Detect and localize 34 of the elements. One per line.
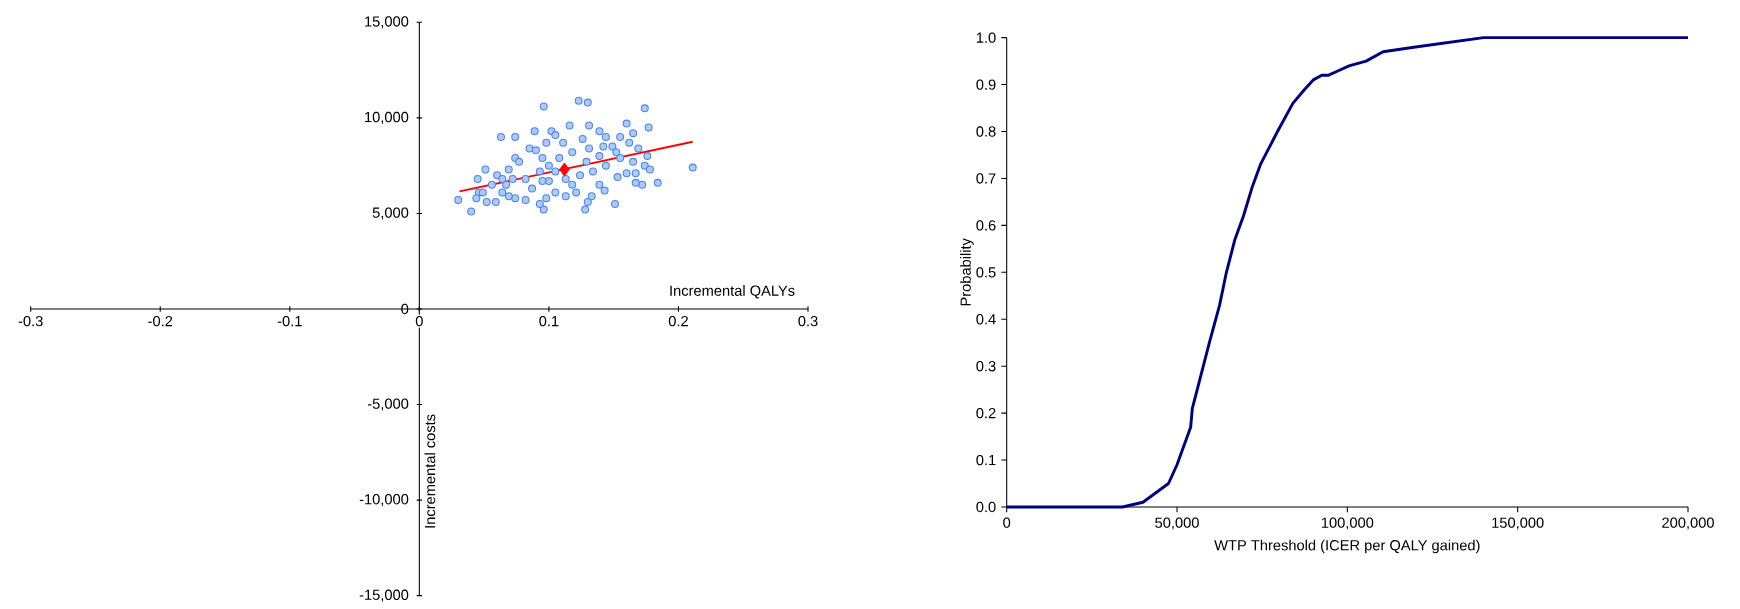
x-tick-label: 0 — [1003, 517, 1011, 528]
y-tick-label: 0.3 — [976, 361, 996, 372]
y-tick-label: -5,000 — [367, 398, 409, 411]
y-tick-label: 0.0 — [976, 501, 996, 513]
y-tick-label: 0.2 — [976, 407, 996, 419]
y-tick-label: 0.4 — [976, 314, 996, 325]
x-tick-label: 100,000 — [1321, 517, 1374, 530]
y-tick-label: -10,000 — [359, 494, 409, 507]
x-tick-label: 50,000 — [1155, 517, 1199, 530]
x-tick-label: -0.2 — [148, 315, 173, 327]
x-axis-title: Incremental QALYs — [670, 285, 795, 299]
y-tick-label: 0 — [401, 303, 409, 315]
x-tick-label: 0.2 — [668, 315, 688, 327]
y-tick-label: 5,000 — [372, 207, 409, 220]
y-tick-label: 0.5 — [976, 267, 996, 278]
y-tick-label: 0.7 — [976, 173, 996, 184]
y-tick-label: 0.8 — [976, 126, 996, 137]
y-tick-label: 0.1 — [976, 454, 996, 466]
y-tick-label: 10,000 — [365, 111, 409, 124]
x-tick-label: -0.3 — [18, 315, 43, 327]
y-axis-title: Incremental costs — [424, 414, 436, 528]
x-tick-label: 0.1 — [539, 315, 559, 327]
x-axis-title: WTP Threshold (ICER per QALY gained) — [1214, 539, 1480, 554]
y-axis-title: Probability — [960, 238, 974, 306]
x-tick-label: 200,000 — [1662, 517, 1714, 530]
y-tick-label: -15,000 — [359, 589, 409, 602]
y-tick-label: 15,000 — [365, 16, 409, 29]
x-tick-label: 150,000 — [1492, 517, 1544, 530]
x-tick-label: -0.1 — [277, 315, 302, 327]
x-tick-label: 0.3 — [798, 315, 818, 327]
y-tick-label: 0.9 — [976, 79, 996, 90]
y-tick-label: 0.6 — [976, 220, 996, 231]
x-tick-label: 0 — [415, 315, 423, 327]
y-tick-label: 1.0 — [976, 32, 996, 43]
